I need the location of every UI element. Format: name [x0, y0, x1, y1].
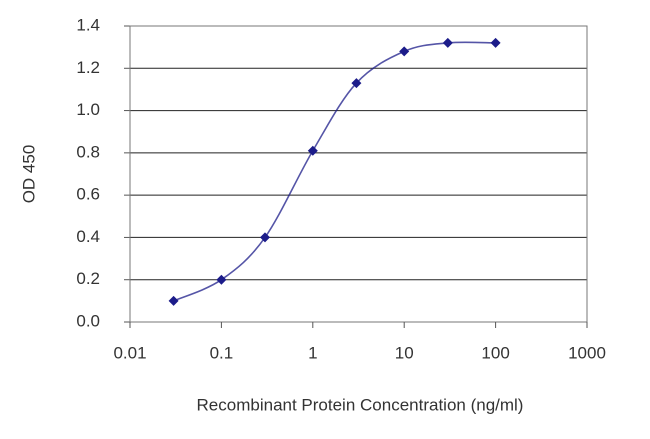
y-tick-label: 1.0 — [76, 100, 100, 119]
data-point — [399, 46, 410, 57]
x-tick-label: 10 — [395, 343, 414, 362]
x-axis-label: Recombinant Protein Concentration (ng/ml… — [197, 395, 524, 414]
y-tick-label: 1.4 — [76, 15, 100, 34]
y-tick-label: 0.2 — [76, 269, 100, 288]
x-tick-label: 0.1 — [210, 343, 234, 362]
y-tick-label: 0.8 — [76, 142, 100, 161]
y-tick-label: 0.0 — [76, 311, 100, 330]
y-tick-label: 0.4 — [76, 227, 100, 246]
x-tick-label: 100 — [481, 343, 509, 362]
x-tick-label: 1000 — [568, 343, 606, 362]
data-point — [260, 232, 271, 243]
curve — [173, 41, 496, 302]
data-point — [168, 295, 179, 306]
y-axis-label: OD 450 — [19, 145, 38, 204]
x-tick-label: 1 — [308, 343, 317, 362]
data-point — [490, 37, 501, 48]
y-tick-label: 1.2 — [76, 58, 100, 77]
data-point — [307, 145, 318, 156]
data-point — [351, 78, 362, 89]
x-tick-label: 0.01 — [113, 343, 146, 362]
y-tick-label: 0.6 — [76, 185, 100, 204]
plot-frame — [129, 25, 588, 323]
data-point — [442, 37, 453, 48]
data-point — [216, 274, 227, 285]
